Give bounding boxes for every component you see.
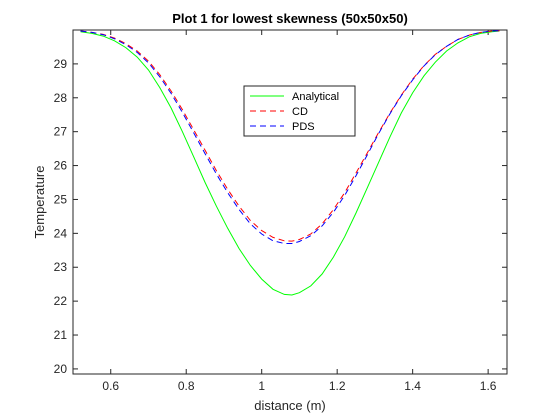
y-tick-label: 28	[54, 91, 68, 105]
x-tick-label: 0.6	[102, 379, 119, 393]
legend: Analytical CD PDS	[243, 85, 356, 137]
x-tick-label: 1.6	[480, 379, 497, 393]
legend-label-pds: PDS	[292, 121, 315, 133]
x-axis-label: distance (m)	[254, 398, 326, 413]
chart-title: Plot 1 for lowest skewness (50x50x50)	[172, 11, 408, 26]
axes-box	[72, 29, 508, 375]
x-tick-label: 1.4	[404, 379, 421, 393]
legend-label-analytical: Analytical	[292, 91, 339, 103]
y-tick-label: 25	[54, 192, 68, 206]
y-tick-label: 26	[54, 159, 68, 173]
series-line-cd	[80, 30, 500, 242]
y-tick-label: 29	[54, 57, 68, 71]
series-line-analytical	[80, 30, 500, 296]
y-tick-label: 22	[54, 294, 68, 308]
y-tick-label: 24	[54, 226, 68, 240]
y-axis-ticks: 20 21 22 23 24 25 26 27 28 29	[54, 57, 507, 376]
y-tick-label: 20	[54, 362, 68, 376]
y-tick-label: 23	[54, 260, 68, 274]
series-group	[80, 30, 500, 296]
y-tick-label: 21	[54, 328, 68, 342]
x-tick-label: 0.8	[178, 379, 195, 393]
series-line-pds	[80, 30, 500, 244]
x-tick-label: 1.2	[329, 379, 346, 393]
x-axis-ticks: 0.6 0.8 1 1.2 1.4 1.6	[102, 30, 497, 393]
legend-label-cd: CD	[292, 106, 308, 118]
x-tick-label: 1	[258, 379, 265, 393]
y-tick-label: 27	[54, 125, 68, 139]
y-axis-label: Temperature	[32, 166, 47, 239]
